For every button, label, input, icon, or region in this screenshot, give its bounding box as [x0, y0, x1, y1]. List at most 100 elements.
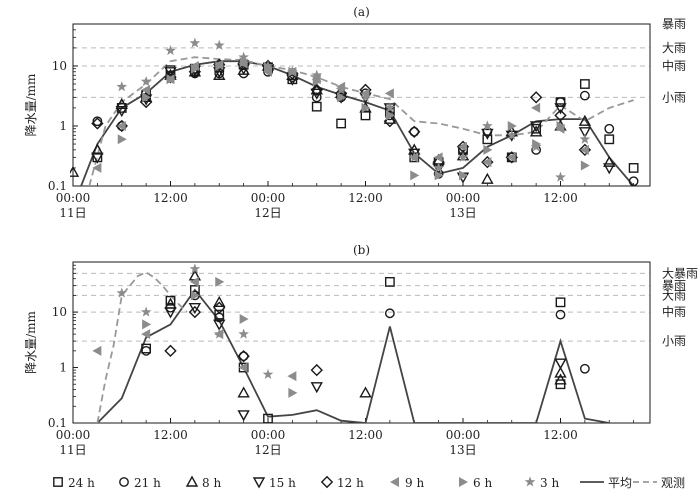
x-tick-label: 12:00 [348, 428, 383, 442]
data-point-square [628, 163, 639, 173]
data-point-triangle-down [164, 67, 177, 79]
data-point-triangle-up [481, 172, 494, 184]
data-point-square [604, 134, 615, 145]
data-point-star [213, 328, 225, 339]
data-point-star [238, 51, 249, 62]
data-point-triangle-down [481, 128, 494, 140]
data-point-star [335, 84, 347, 95]
x-tick-label: 12:00 [153, 191, 188, 205]
data-point-star [116, 287, 128, 298]
panel-title: (b) [353, 243, 370, 257]
legend-label: 6 h [473, 476, 492, 490]
data-point-star [408, 151, 420, 162]
data-point-triangle-down [115, 105, 128, 118]
data-point-triangle-up [70, 165, 80, 177]
threshold-label: 大雨 [662, 41, 686, 55]
data-point-triangle-up [529, 125, 543, 137]
data-point-tri-left [189, 276, 199, 287]
legend: 24 h 21 h 8 h 15 h 12 h 9 h 6 h 3 h 平均 观测 [53, 475, 685, 490]
data-point-star [311, 69, 323, 80]
x-tick-date: 13日 [449, 443, 476, 457]
data-point-tri-left [92, 162, 102, 173]
data-point-diamond [237, 350, 250, 363]
data-point-star [238, 328, 249, 339]
legend-marker-star [524, 476, 536, 487]
data-point-triangle-down [91, 152, 104, 164]
data-point-tri-right [215, 276, 225, 287]
data-point-tri-left [579, 144, 589, 155]
data-point-star [189, 263, 201, 274]
y-tick-label: 10 [52, 305, 67, 319]
data-point-diamond [310, 363, 323, 377]
legend-item: 平均 [580, 476, 632, 490]
data-point-triangle-up [115, 97, 128, 109]
data-point-tri-right [556, 120, 566, 131]
threshold-label: 暴雨 [662, 17, 686, 31]
legend-label: 24 h [68, 476, 95, 490]
x-tick-label: 00:00 [251, 191, 286, 205]
plot-frame [72, 261, 651, 424]
data-point-square [165, 295, 176, 306]
x-tick-label: 00:00 [446, 428, 481, 442]
data-point-circle [628, 176, 639, 186]
data-point-diamond [529, 91, 543, 104]
data-point-star [165, 45, 176, 56]
data-point-tri-left [141, 329, 151, 340]
data-point-tri-right [434, 170, 444, 181]
data-point-tri-right [312, 76, 322, 87]
data-point-star [457, 151, 469, 162]
data-point-tri-left [141, 84, 151, 95]
data-point-tri-right [239, 314, 249, 325]
data-point-star [189, 37, 201, 48]
data-point-star [287, 66, 298, 77]
data-point-diamond [91, 117, 104, 130]
data-point-tri-left [531, 102, 541, 113]
y-tick-label: 0.1 [48, 416, 67, 430]
plot-frame [72, 23, 651, 187]
data-point-tri-right [190, 290, 200, 301]
data-point-triangle-down [310, 382, 323, 394]
data-point-star [360, 91, 371, 102]
data-point-triangle-down [188, 302, 202, 315]
data-point-circle [238, 351, 249, 362]
legend-label: 15 h [269, 476, 296, 490]
data-point-diamond [310, 83, 323, 97]
data-point-star [555, 171, 566, 182]
data-point-tri-right [288, 387, 298, 398]
series-line-mean [80, 60, 635, 186]
data-point-star [140, 306, 152, 317]
data-point-triangle-up [578, 114, 592, 126]
data-point-circle [409, 126, 420, 137]
legend-label: 21 h [134, 476, 161, 490]
data-point-tri-right [166, 74, 176, 85]
panel-title: (a) [353, 5, 370, 19]
data-point-star [530, 141, 542, 152]
threshold-label: 小雨 [662, 90, 686, 104]
x-tick-label: 12:00 [543, 428, 578, 442]
legend-label: 3 h [540, 476, 559, 490]
x-tick-label: 12:00 [348, 191, 383, 205]
legend-item: 6 h [459, 476, 492, 490]
data-point-circle [92, 116, 103, 127]
threshold-label: 大雨 [662, 288, 686, 302]
data-point-tri-left [384, 88, 394, 99]
data-point-triangle-up [213, 295, 226, 308]
data-point-star [262, 368, 274, 379]
legend-item: 15 h [252, 476, 296, 490]
data-point-triangle-up [359, 386, 372, 398]
data-point-square [531, 123, 542, 134]
data-point-star [213, 39, 225, 50]
data-point-circle [141, 345, 152, 356]
plot-area [92, 263, 610, 423]
data-point-tri-left [238, 362, 248, 373]
data-point-triangle-down [310, 88, 323, 100]
data-point-tri-right [215, 60, 225, 71]
data-point-diamond [164, 344, 177, 358]
data-point-triangle-down [213, 319, 226, 331]
data-point-triangle-down [164, 307, 177, 319]
data-point-triangle-up [213, 68, 226, 80]
data-point-tri-right [483, 144, 493, 155]
data-point-star [506, 129, 518, 140]
